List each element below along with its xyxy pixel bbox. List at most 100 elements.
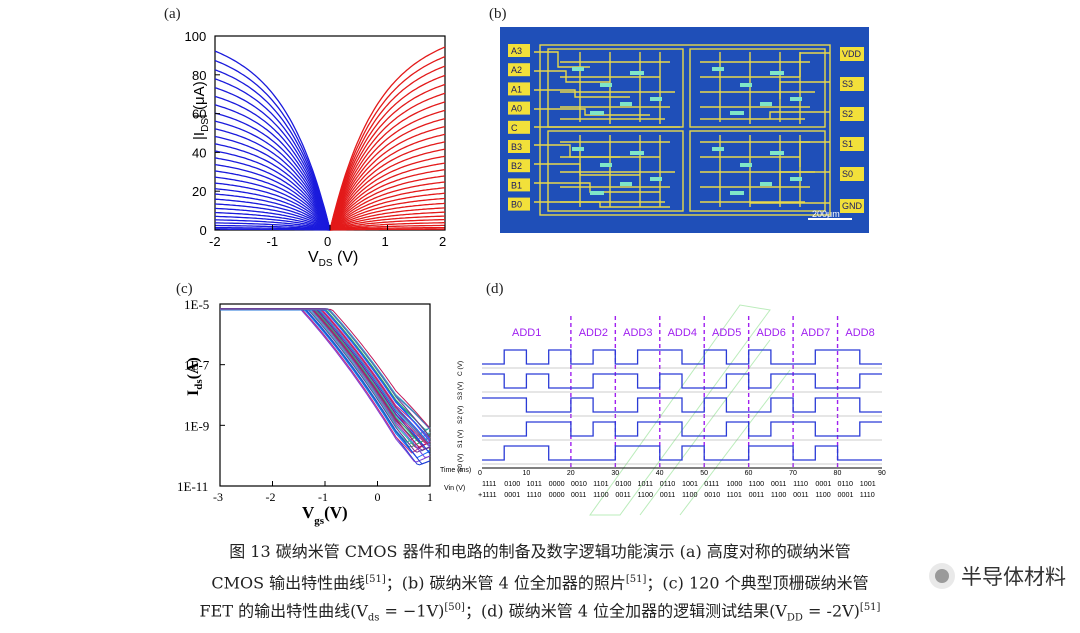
- panel-b-label: (b): [489, 6, 507, 22]
- pin-S1: [840, 137, 864, 151]
- curve-a-n-10: [329, 192, 446, 231]
- curve-a-n-23: [329, 101, 446, 231]
- pin-label: A2: [511, 65, 522, 75]
- panel-d-label: (d): [486, 281, 504, 297]
- add-label: ADD6: [756, 327, 785, 339]
- time-tick: 20: [567, 470, 575, 477]
- add-label: ADD4: [668, 327, 697, 339]
- trace-4: [482, 445, 882, 461]
- trace-3: [482, 421, 882, 437]
- curve-a-p-13: [214, 176, 331, 231]
- chart-c-ylabel: Ids(A): [185, 357, 205, 396]
- chart-c: -3 -2 -1 0 1 1E-5 1E-7 1E-9 1E-11 Ids(A) Vgs(V): [177, 297, 433, 527]
- curve-a-n-18: [329, 141, 446, 231]
- input-row2-value: 0000: [549, 490, 565, 499]
- time-label: Time (ms): [440, 467, 471, 474]
- curve-a-p-11: [214, 188, 331, 231]
- pin-C: [508, 120, 530, 134]
- pin-label: S1: [842, 139, 853, 149]
- input-row1-value: 0000: [549, 479, 565, 488]
- a-xtick-label: -1: [267, 234, 279, 249]
- time-tick: 90: [878, 470, 886, 477]
- watermark: 半导体材料: [929, 561, 1066, 591]
- pin-label: S2: [842, 109, 853, 119]
- a-ytick-label: 20: [192, 184, 206, 199]
- input-row1-value: 1000: [726, 479, 742, 488]
- trace-1: [482, 373, 882, 389]
- add-label: ADD7: [801, 327, 830, 339]
- curve-a-n-4: [329, 218, 445, 231]
- chart-d-add-labels: ADD1 ADD2 ADD3 ADD4 ADD5 ADD6 ADD7 ADD8: [512, 316, 875, 468]
- input-row2-value: 1101: [726, 490, 741, 499]
- figure-caption-line2: CMOS 输出特性曲线[51]；(b) 碳纳米管 4 位全加器的照片[51]；(…: [211, 573, 869, 593]
- a-ytick-label: 60: [192, 107, 206, 122]
- curve-a-p-28: [214, 59, 331, 231]
- curve-a-n-13: [329, 175, 446, 231]
- time-tick: 60: [745, 470, 753, 477]
- pin-label: GND: [842, 201, 863, 211]
- pin-B2: [508, 159, 530, 173]
- curve-a-p-22: [214, 112, 331, 231]
- curve-a-p-24: [214, 95, 331, 231]
- trace-label: S1 (V): [457, 430, 464, 448]
- chart-d-traces: C (V) S3 (V) S2 (V) S1 (V) S0 (V): [457, 349, 882, 472]
- curve-a-p-19: [214, 135, 331, 231]
- chart-d: ADD1 ADD2 ADD3 ADD4 ADD5 ADD6 ADD7 ADD8 C (V) S3…: [440, 304, 886, 516]
- input-row2-value: 0011: [749, 490, 764, 499]
- curve-a-p-14: [214, 170, 331, 231]
- trace-2: [482, 397, 882, 413]
- input-row1-value: 0110: [660, 479, 675, 488]
- add-label: ADD5: [712, 327, 741, 339]
- input-row2-value: 0001: [838, 490, 854, 499]
- scale-label: 200μm: [812, 209, 840, 219]
- curve-c-5: [220, 308, 431, 453]
- chip-right-pins: VDD S3 S2 S1 S0 GND: [840, 47, 864, 213]
- a-ytick-label: 80: [192, 68, 206, 83]
- pin-label: A1: [511, 84, 522, 94]
- a-xtick-label: 1: [382, 234, 389, 249]
- chip-photo: A3 A2 A1 A0 C B3 B2 B1 B0 VDD S3 S2 S1 S0 GND 200μm: [500, 27, 869, 233]
- curve-a-p-4: [214, 219, 331, 231]
- pin-S0: [840, 167, 864, 181]
- c-xtick-label: -3: [213, 490, 223, 504]
- pin-B1: [508, 178, 530, 192]
- curve-a-n-16: [329, 155, 446, 231]
- curve-a-p-20: [214, 128, 331, 231]
- curve-a-n-25: [329, 83, 446, 231]
- curve-a-p-26: [214, 78, 331, 231]
- pin-S2: [840, 107, 864, 121]
- curve-a-n-29: [329, 46, 446, 231]
- curve-a-n-22: [329, 109, 446, 231]
- chip-wiring: [534, 44, 831, 216]
- c-xtick-label: -2: [266, 490, 276, 504]
- input-row1-value: 1100: [749, 479, 764, 488]
- curve-c-29: [220, 309, 431, 446]
- pin-A2: [508, 63, 530, 77]
- time-tick: 30: [611, 470, 619, 477]
- curve-a-n-8: [329, 202, 446, 231]
- input-row2-value: 1100: [638, 490, 653, 499]
- trace-label: C (V): [457, 361, 464, 376]
- figure-caption-line3: FET 的输出特性曲线(Vds = −1V)[50]；(d) 碳纳米管 4 位全…: [199, 601, 881, 624]
- curve-a-n-12: [329, 181, 446, 231]
- c-xtick-label: 0: [375, 490, 381, 504]
- input-row1-value: 1101: [593, 479, 608, 488]
- add-label: ADD8: [845, 327, 874, 339]
- c-xtick-label: -1: [318, 490, 328, 504]
- pin-label: B0: [511, 200, 522, 210]
- input-row1-value: 1111: [482, 479, 496, 488]
- input-row1-value: 1001: [860, 479, 876, 488]
- curve-a-p-16: [214, 157, 331, 231]
- input-row1-value: 1001: [682, 479, 698, 488]
- watermark-logo-icon: [929, 563, 955, 589]
- curve-a-n-5: [329, 215, 445, 231]
- a-xtick-label: 2: [439, 234, 446, 249]
- time-tick: 70: [789, 470, 797, 477]
- curve-a-n-19: [329, 133, 446, 231]
- pin-label: S3: [842, 79, 853, 89]
- a-ytick-label: 100: [185, 29, 207, 44]
- a-xtick-label: -2: [209, 234, 221, 249]
- add-label: ADD1: [512, 327, 541, 339]
- c-ytick-label: 1E-7: [184, 358, 210, 373]
- curve-a-p-17: [214, 150, 331, 231]
